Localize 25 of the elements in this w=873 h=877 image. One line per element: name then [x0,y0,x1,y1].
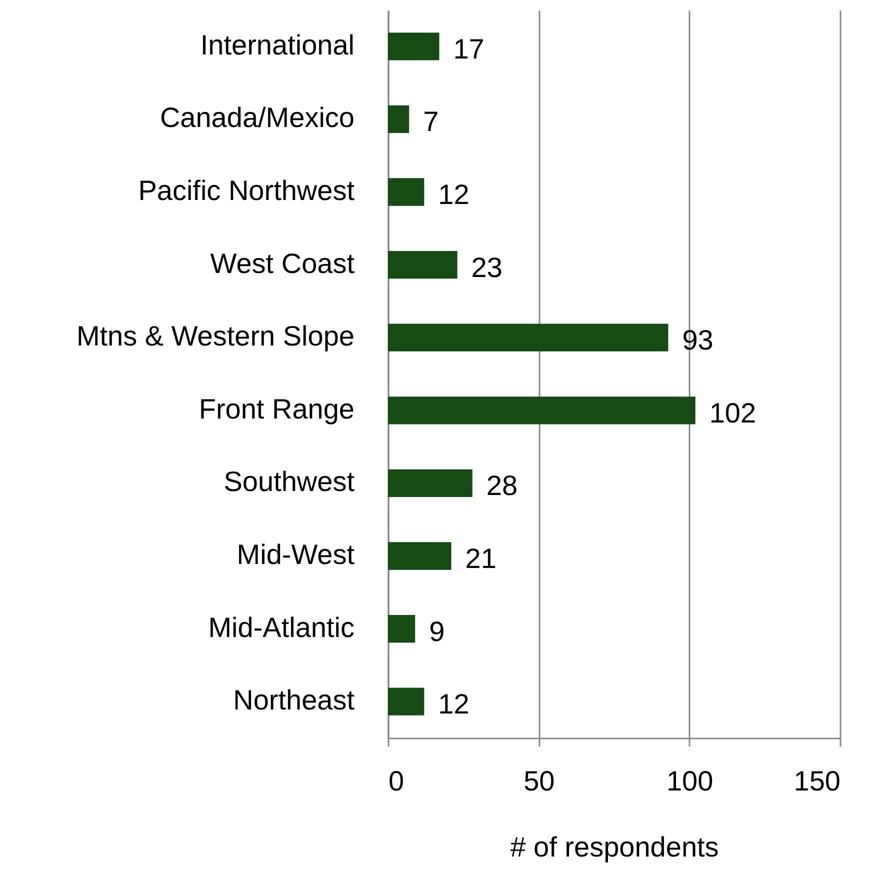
y-tick-label: Canada/Mexico [160,102,354,134]
data-label: 7 [423,106,439,138]
x-axis-title: # of respondents [510,832,719,862]
x-tick-label: 0 [388,766,404,796]
y-tick-label: International [200,29,354,60]
data-label: 93 [682,324,714,356]
data-label: 12 [438,179,470,210]
data-label: 28 [486,470,518,502]
data-label: 21 [465,543,496,574]
y-tick-label: Front Range [198,393,354,424]
y-tick-label: Northeast [233,684,355,716]
y-tick-label: West Coast [210,248,355,279]
y-tick-label: Pacific Northwest [138,175,355,206]
x-tick-label: 50 [524,766,555,796]
y-tick-label: Mtns & Western Slope [76,320,354,352]
data-label: 102 [709,397,756,428]
x-tick-label: 100 [666,766,714,796]
y-tick-label: Mid-Atlantic [208,612,354,643]
data-label: 12 [438,688,470,720]
data-label: 9 [429,616,445,647]
y-tick-label: Southwest [224,466,355,498]
data-label: 23 [471,252,502,283]
x-tick-label: 150 [794,766,840,796]
y-tick-label: Mid-West [236,539,355,570]
data-label: 17 [453,33,484,64]
